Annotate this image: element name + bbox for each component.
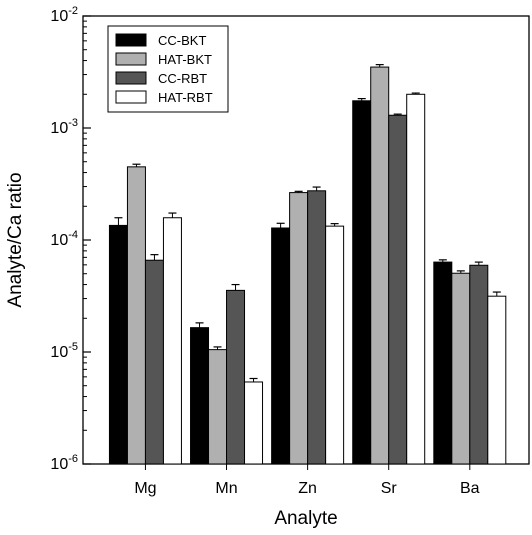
x-axis: Mg Mn Zn Sr Ba [134, 464, 480, 497]
bar [190, 327, 210, 465]
y-axis: 10-6 10-5 10-4 10-3 10-2 [50, 5, 91, 473]
bar [307, 190, 327, 465]
legend: CC-BKT HAT-BKT CC-RBT HAT-RBT [107, 25, 229, 113]
y-tick-label: 10-3 [50, 117, 78, 137]
legend-label: CC-RBT [158, 71, 207, 86]
bar [144, 259, 164, 465]
bar [451, 272, 471, 465]
legend-swatch [115, 33, 147, 47]
bar [208, 349, 228, 465]
bar [469, 264, 489, 465]
legend-swatch [115, 52, 147, 66]
bar-series [108, 64, 507, 465]
bar [289, 192, 309, 465]
bar [108, 224, 128, 465]
legend-label: HAT-RBT [158, 90, 213, 105]
y-axis-title: Analyte/Ca ratio [5, 172, 26, 307]
y-tick-label: 10-6 [50, 453, 78, 473]
x-tick-label: Zn [298, 480, 317, 497]
x-tick-label: Mg [134, 480, 156, 497]
bar [370, 66, 390, 465]
bar [271, 227, 291, 465]
bar [388, 114, 408, 465]
bar [433, 261, 453, 465]
bar [162, 217, 182, 465]
x-tick-label: Ba [460, 480, 480, 497]
bar [406, 93, 426, 465]
legend-label: CC-BKT [158, 33, 206, 48]
bar [126, 166, 146, 465]
x-axis-title: Analyte [274, 508, 337, 529]
legend-swatch [115, 90, 147, 104]
bar [325, 225, 345, 465]
legend-swatch [115, 71, 147, 85]
bar [487, 295, 507, 465]
y-tick-label: 10-5 [50, 341, 78, 361]
bar [352, 100, 372, 465]
bar [226, 289, 246, 465]
x-tick-label: Sr [381, 480, 398, 497]
y-tick-label: 10-2 [50, 5, 78, 25]
x-tick-label: Mn [215, 480, 237, 497]
legend-label: HAT-BKT [158, 52, 212, 67]
y-tick-label: 10-4 [50, 229, 78, 249]
bar [244, 381, 264, 465]
